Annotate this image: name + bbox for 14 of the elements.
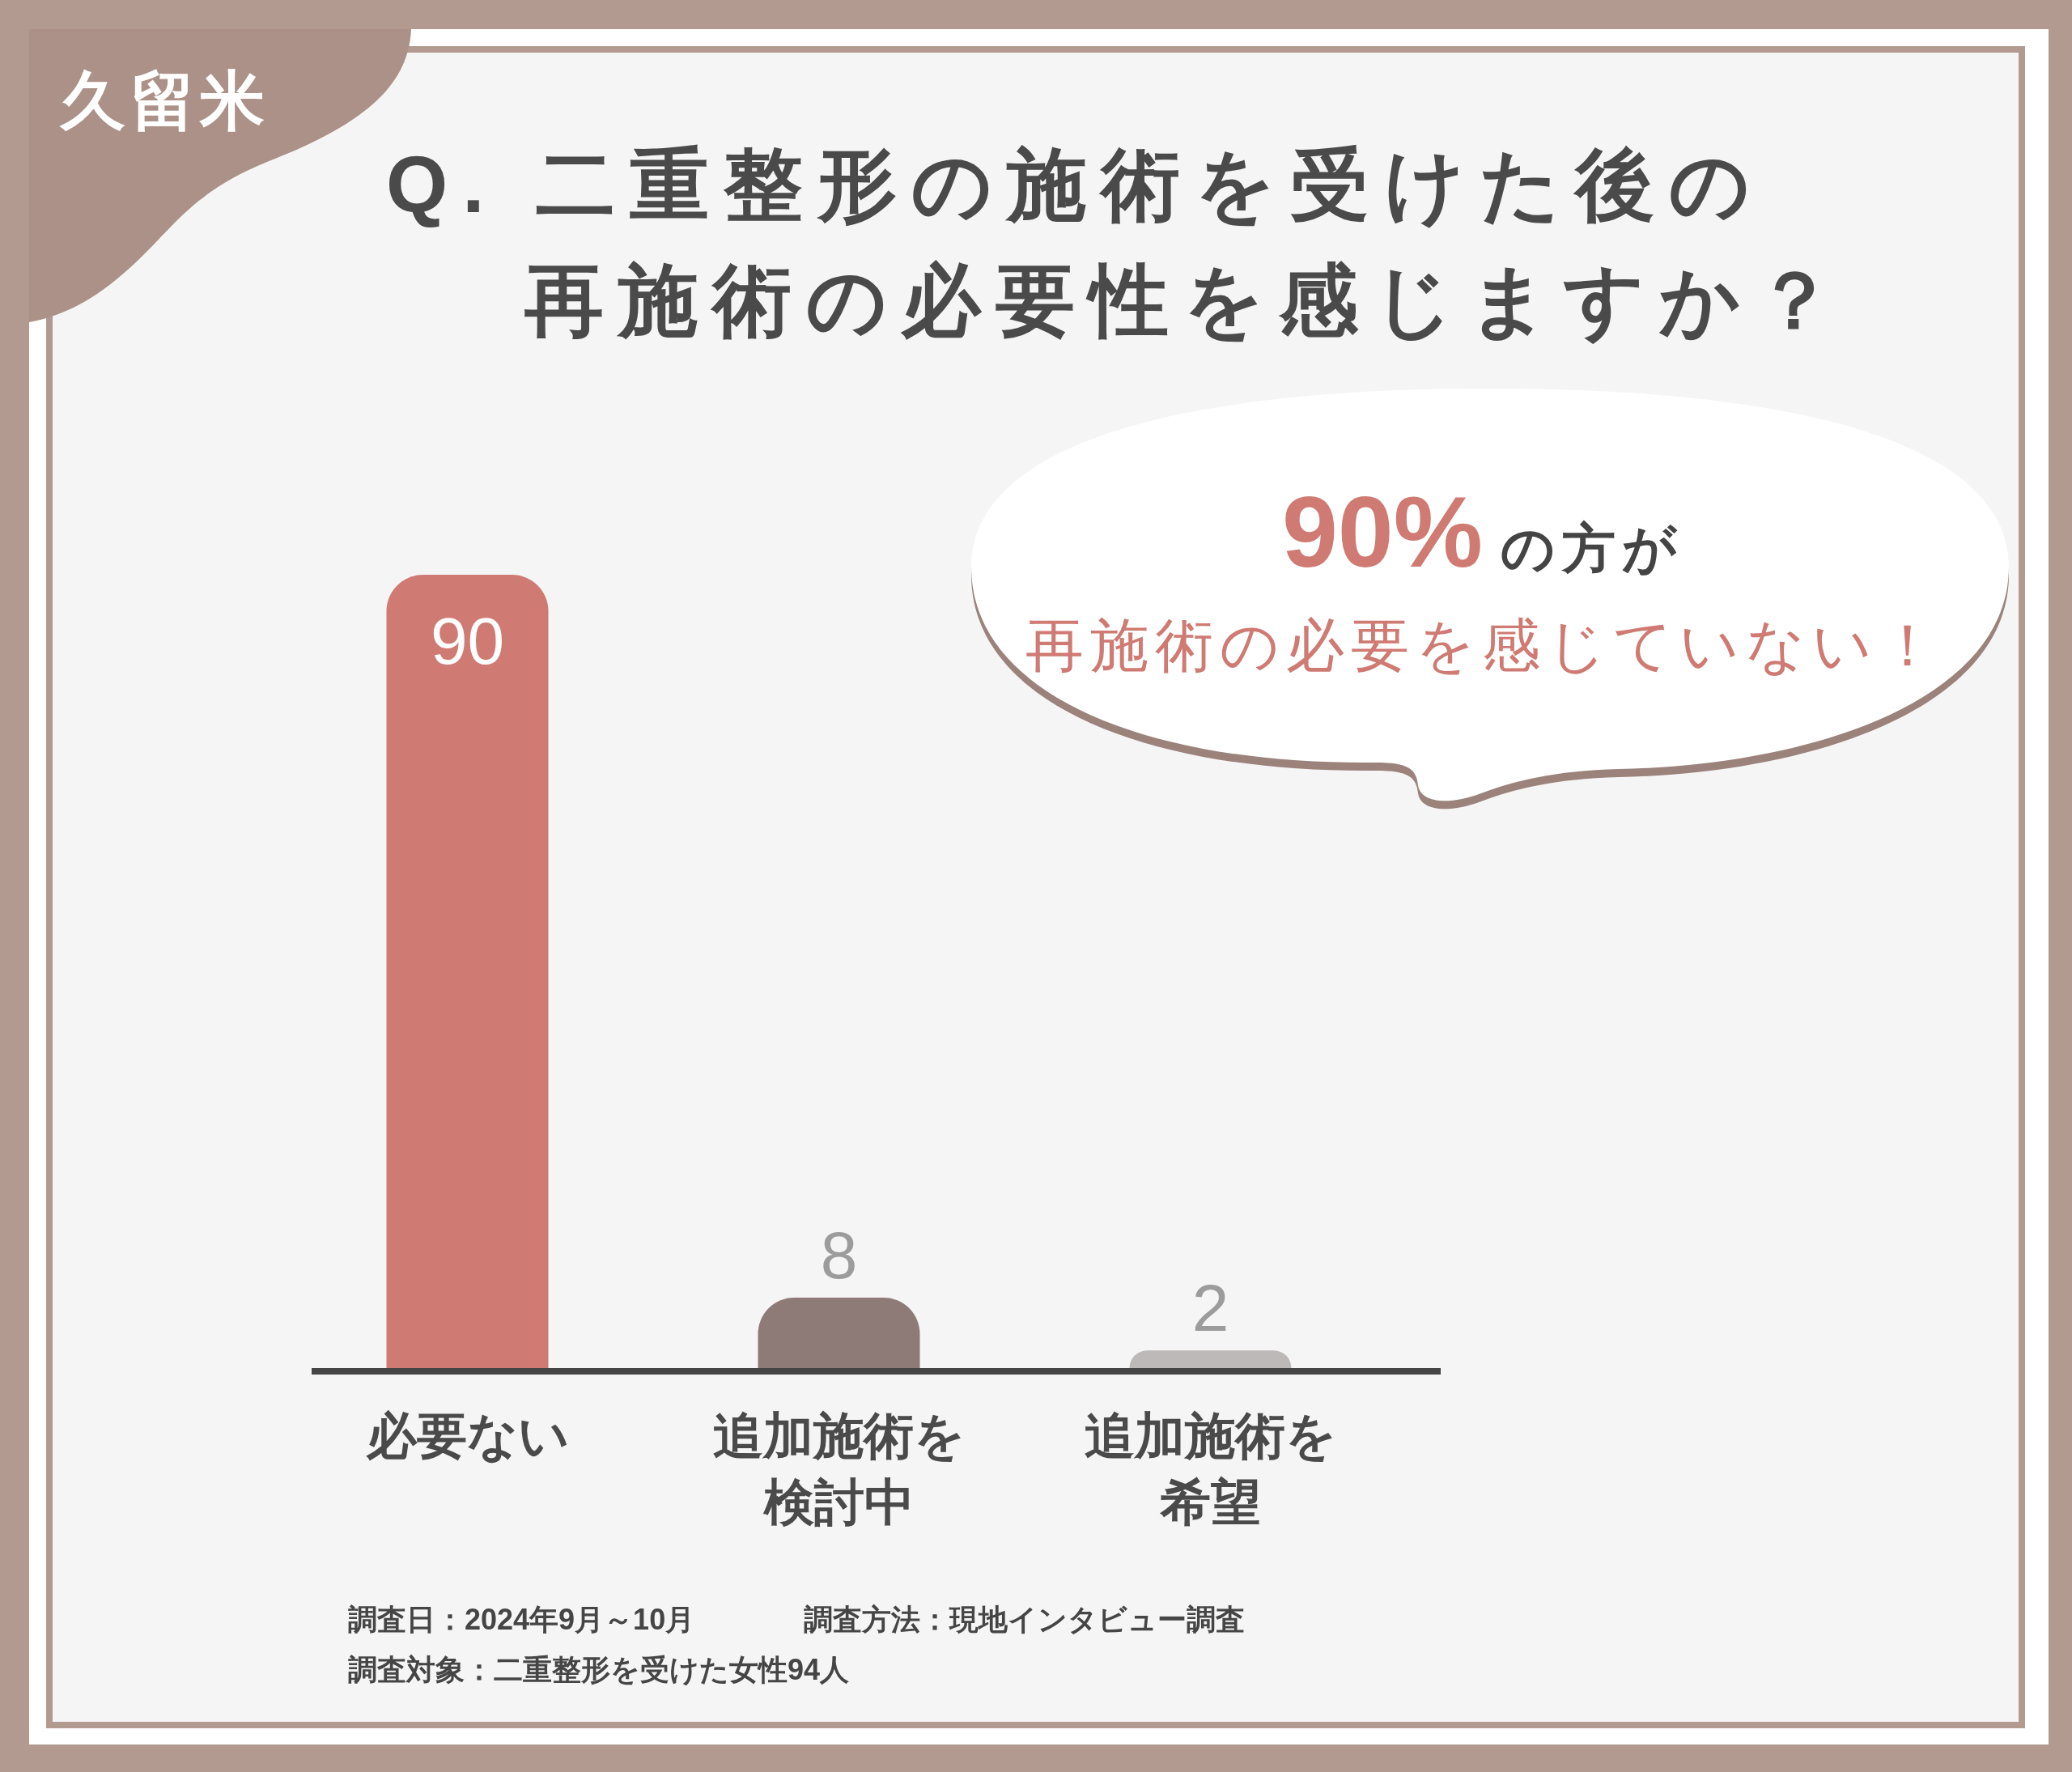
data-label: 8 bbox=[820, 1217, 858, 1292]
text: 調査日：2024年9月～10月 bbox=[348, 1603, 695, 1636]
chart-subtitle: 久留米 bbox=[59, 65, 270, 137]
x-tick-label: 必要ない bbox=[365, 1408, 569, 1464]
x-tick-label: 追加施術を検討中 bbox=[713, 1408, 965, 1530]
x-tick-label: 追加施術を希望 bbox=[1085, 1408, 1336, 1530]
data-label: 90 bbox=[430, 604, 505, 678]
annotation: 90% bbox=[1281, 476, 1484, 588]
text: の方が bbox=[1501, 518, 1684, 578]
chart-title: Q. 二重整形の施術を受けた後の再施術の必要性を感じますか？ bbox=[386, 140, 1849, 345]
text: 調査方法：現地インタビュー調査 bbox=[804, 1603, 1245, 1636]
text: 調査対象：二重整形を受けた女性94人 bbox=[348, 1653, 850, 1686]
data-label: 2 bbox=[1191, 1271, 1229, 1345]
annotation: 再施術の必要を感じていない！ bbox=[1025, 613, 1943, 678]
